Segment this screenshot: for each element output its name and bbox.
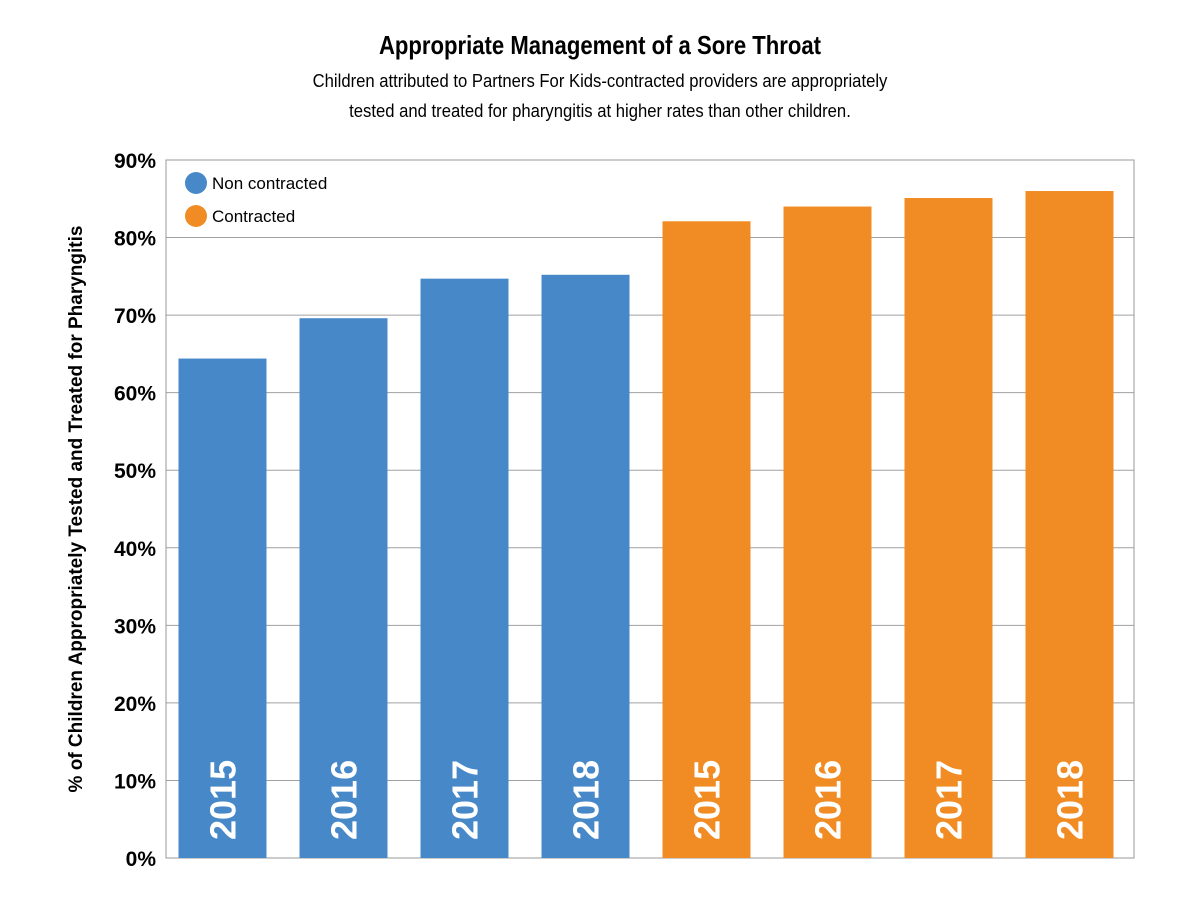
y-tick-label: 80% bbox=[114, 228, 156, 251]
bar bbox=[178, 358, 267, 858]
y-tick-label: 0% bbox=[126, 848, 157, 871]
bar bbox=[904, 198, 993, 859]
legend-marker bbox=[185, 205, 207, 227]
subtitle-line: tested and treated for pharyngitis at hi… bbox=[349, 100, 851, 121]
y-tick-label: 20% bbox=[114, 693, 156, 716]
bar-category-label: 2015 bbox=[203, 760, 244, 840]
bar-category-label: 2017 bbox=[929, 760, 970, 840]
bar-category-label: 2016 bbox=[324, 760, 365, 840]
bar-category-label: 2018 bbox=[1050, 760, 1091, 840]
y-axis-label: % of Children Appropriately Tested and T… bbox=[66, 226, 87, 793]
y-tick-label: 70% bbox=[114, 305, 156, 328]
bar-category-label: 2018 bbox=[566, 760, 607, 840]
plot-border bbox=[165, 159, 1135, 859]
y-tick-label: 40% bbox=[114, 538, 156, 561]
legend-label: Non contracted bbox=[212, 174, 327, 193]
subtitle-line: Children attributed to Partners For Kids… bbox=[312, 70, 888, 91]
y-tick-label: 10% bbox=[114, 770, 156, 793]
chart-subtitle: Children attributed to Partners For Kids… bbox=[240, 66, 960, 126]
legend-label: Contracted bbox=[212, 207, 295, 226]
bar bbox=[783, 206, 872, 859]
y-tick-label: 50% bbox=[114, 460, 156, 483]
bar bbox=[541, 274, 630, 858]
bar bbox=[662, 221, 751, 858]
chart-title: Appropriate Management of a Sore Throat bbox=[378, 30, 822, 60]
bar bbox=[299, 318, 388, 858]
y-tick-label: 60% bbox=[114, 383, 156, 406]
bar-category-label: 2016 bbox=[808, 760, 849, 840]
y-tick-label: 30% bbox=[114, 615, 156, 638]
y-tick-label: 90% bbox=[114, 150, 156, 173]
bar bbox=[1025, 191, 1114, 858]
bar bbox=[420, 278, 509, 858]
bar-category-label: 2017 bbox=[445, 760, 486, 840]
legend-marker bbox=[185, 172, 207, 194]
bar-category-label: 2015 bbox=[687, 760, 728, 840]
